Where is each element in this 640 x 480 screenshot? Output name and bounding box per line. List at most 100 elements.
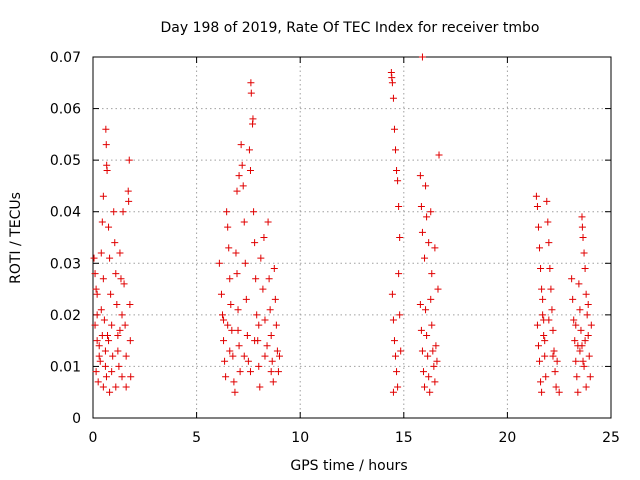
data-point bbox=[555, 388, 563, 396]
data-point bbox=[576, 347, 584, 355]
data-point bbox=[572, 357, 580, 365]
data-point bbox=[251, 337, 259, 345]
data-point bbox=[264, 218, 272, 226]
data-point bbox=[236, 368, 244, 376]
data-point bbox=[580, 362, 588, 370]
data-point bbox=[421, 254, 429, 262]
data-point bbox=[257, 254, 265, 262]
data-point bbox=[577, 326, 585, 334]
data-point bbox=[114, 331, 122, 339]
data-point bbox=[234, 326, 242, 334]
data-point bbox=[533, 321, 541, 329]
data-point bbox=[423, 331, 431, 339]
data-point bbox=[396, 234, 404, 241]
data-point bbox=[433, 357, 441, 365]
data-point bbox=[539, 311, 547, 319]
data-point bbox=[107, 290, 115, 298]
data-point bbox=[90, 254, 98, 262]
data-point bbox=[127, 373, 135, 381]
data-point bbox=[217, 290, 225, 298]
data-point bbox=[102, 373, 110, 381]
data-point bbox=[247, 79, 255, 87]
data-point bbox=[395, 270, 403, 278]
data-point bbox=[432, 342, 440, 350]
data-point bbox=[578, 223, 586, 231]
x-tick-label: 0 bbox=[89, 430, 98, 446]
data-point bbox=[585, 352, 593, 360]
data-point bbox=[224, 223, 232, 231]
data-point bbox=[117, 275, 125, 283]
data-point bbox=[119, 208, 127, 216]
data-point bbox=[121, 321, 129, 329]
data-point bbox=[548, 306, 556, 314]
y-axis-tick-labels: 0 0.01 0.02 0.03 0.04 0.05 0.06 0.07 bbox=[50, 50, 81, 427]
data-point bbox=[537, 378, 545, 386]
data-point bbox=[98, 331, 106, 339]
data-point bbox=[114, 347, 122, 355]
data-point bbox=[233, 270, 241, 278]
data-point bbox=[235, 342, 243, 350]
data-point bbox=[394, 177, 402, 185]
data-point bbox=[118, 373, 126, 381]
data-point bbox=[581, 264, 589, 272]
data-point bbox=[96, 357, 104, 365]
data-point bbox=[105, 223, 113, 231]
data-point bbox=[434, 285, 442, 293]
data-point bbox=[584, 301, 592, 309]
data-point bbox=[416, 172, 424, 180]
data-point bbox=[240, 352, 248, 360]
data-point bbox=[544, 218, 552, 226]
data-point bbox=[534, 342, 542, 350]
data-point bbox=[115, 362, 123, 370]
data-point bbox=[223, 208, 231, 216]
data-point bbox=[240, 218, 248, 226]
data-point bbox=[431, 244, 439, 252]
data-point bbox=[431, 378, 439, 386]
data-point bbox=[552, 383, 560, 391]
data-point bbox=[237, 141, 245, 149]
data-point bbox=[571, 337, 579, 345]
data-point bbox=[533, 203, 541, 211]
data-point bbox=[538, 388, 546, 396]
data-point bbox=[583, 311, 591, 319]
data-point bbox=[255, 362, 263, 370]
data-point bbox=[261, 352, 269, 360]
data-point bbox=[416, 301, 424, 309]
data-point bbox=[392, 352, 400, 360]
data-point bbox=[110, 208, 118, 216]
data-point bbox=[271, 295, 279, 303]
y-axis-label: ROTI / TECUs bbox=[8, 192, 24, 284]
data-point bbox=[126, 337, 134, 345]
data-point bbox=[106, 388, 114, 396]
data-point bbox=[249, 115, 257, 123]
data-point bbox=[227, 301, 235, 309]
data-point bbox=[91, 321, 99, 329]
data-point bbox=[229, 352, 237, 360]
data-point bbox=[582, 383, 590, 391]
data-point bbox=[126, 301, 134, 309]
data-point bbox=[93, 290, 101, 298]
data-point bbox=[101, 347, 109, 355]
data-point bbox=[103, 166, 111, 174]
data-point bbox=[418, 347, 426, 355]
data-point bbox=[109, 352, 117, 360]
data-point bbox=[102, 141, 110, 149]
data-point bbox=[573, 373, 581, 381]
data-point bbox=[250, 208, 258, 216]
data-point bbox=[389, 94, 397, 102]
data-point bbox=[388, 74, 396, 82]
y-tick-label: 0.03 bbox=[50, 256, 81, 272]
data-point bbox=[543, 197, 551, 205]
data-point bbox=[540, 331, 548, 339]
data-point bbox=[244, 357, 252, 365]
data-point bbox=[570, 316, 578, 324]
data-point bbox=[417, 326, 425, 334]
data-point bbox=[97, 306, 105, 314]
y-tick-label: 0 bbox=[72, 411, 81, 427]
data-point bbox=[106, 254, 114, 262]
data-point bbox=[430, 362, 438, 370]
data-point bbox=[538, 285, 546, 293]
data-point bbox=[429, 347, 437, 355]
data-point bbox=[125, 156, 133, 164]
data-point bbox=[116, 249, 124, 257]
